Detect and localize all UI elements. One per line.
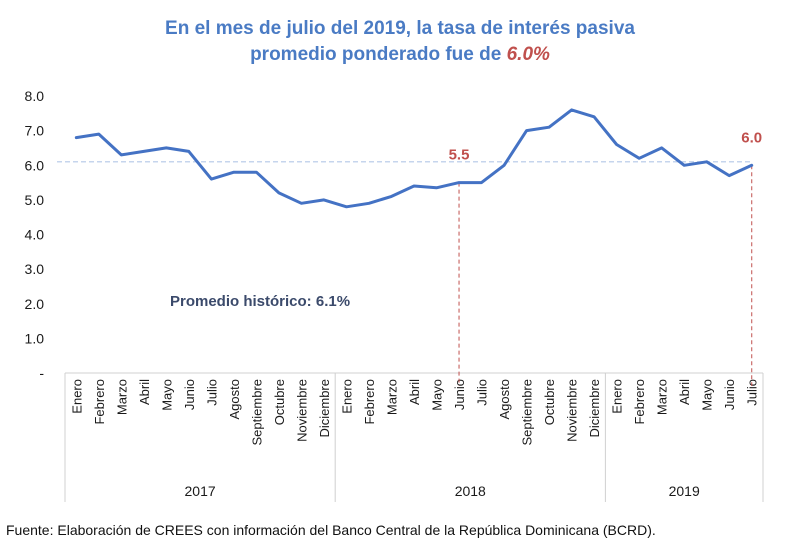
- y-axis: - 1.0 2.0 3.0 4.0 5.0 6.0 7.0 8.0: [25, 88, 45, 381]
- data-labels: 5.5 6.0: [449, 129, 763, 163]
- month-label: Febrero: [632, 379, 647, 425]
- chart-title: En el mes de julio del 2019, la tasa de …: [0, 16, 800, 68]
- y-tick-label: 4.0: [25, 227, 45, 243]
- month-label: Marzo: [384, 379, 399, 415]
- month-label: Agosto: [497, 379, 512, 419]
- month-label: Mayo: [430, 379, 445, 411]
- series-line: [74, 108, 754, 209]
- title-line-2-text: promedio ponderado fue de: [250, 44, 507, 65]
- month-label: Junio: [722, 379, 737, 410]
- y-tick-label: 7.0: [25, 123, 45, 139]
- source-footer: Fuente: Elaboración de CREES con informa…: [6, 522, 656, 538]
- month-label: Marzo: [655, 379, 670, 415]
- month-label: Septiembre: [520, 379, 535, 445]
- month-label: Febrero: [362, 379, 377, 425]
- highlight-guides: [458, 165, 753, 386]
- month-label: Diciembre: [587, 379, 602, 438]
- month-label: Junio: [182, 379, 197, 410]
- month-label: Enero: [339, 379, 354, 414]
- title-line-1: En el mes de julio del 2019, la tasa de …: [165, 18, 635, 39]
- y-tick-label: 6.0: [25, 157, 45, 173]
- month-label: Febrero: [92, 379, 107, 425]
- x-axis: 2017 2018 2019 Enero Febrero Marzo Abril Mayo Ju…: [64, 372, 764, 502]
- title-highlight-value: 6.0%: [506, 44, 550, 65]
- month-label: Julio: [475, 379, 490, 406]
- month-label: Octubre: [542, 379, 557, 425]
- data-label: 6.0: [741, 129, 762, 146]
- y-tick-label: 2.0: [25, 296, 45, 312]
- y-tick-label: -: [39, 365, 44, 381]
- y-tick-label: 3.0: [25, 261, 45, 277]
- y-tick-label: 1.0: [25, 330, 45, 346]
- month-label: Abril: [407, 379, 422, 405]
- year-label: 2018: [455, 483, 486, 499]
- y-tick-label: 8.0: [25, 88, 45, 104]
- average-annotation: Promedio histórico: 6.1%: [170, 293, 350, 310]
- month-label: Enero: [610, 379, 625, 414]
- series-polyline: [74, 108, 754, 209]
- month-label: Septiembre: [249, 379, 264, 445]
- title-line-2: promedio ponderado fue de 6.0%: [0, 42, 800, 68]
- year-label: 2017: [185, 483, 216, 499]
- month-label: Enero: [69, 379, 84, 414]
- month-label: Marzo: [114, 379, 129, 415]
- month-label: Mayo: [700, 379, 715, 411]
- month-label: Julio: [204, 379, 219, 406]
- month-label: Junio: [452, 379, 467, 410]
- month-label: Diciembre: [317, 379, 332, 438]
- month-label: Noviembre: [294, 379, 309, 442]
- month-label: Noviembre: [565, 379, 580, 442]
- month-label: Abril: [677, 379, 692, 405]
- month-label: Mayo: [159, 379, 174, 411]
- data-label: 5.5: [449, 147, 470, 164]
- month-label: Julio: [745, 379, 760, 406]
- year-label: 2019: [669, 483, 700, 499]
- month-label: Agosto: [227, 379, 242, 419]
- month-label: Octubre: [272, 379, 287, 425]
- y-tick-label: 5.0: [25, 192, 45, 208]
- month-label: Abril: [137, 379, 152, 405]
